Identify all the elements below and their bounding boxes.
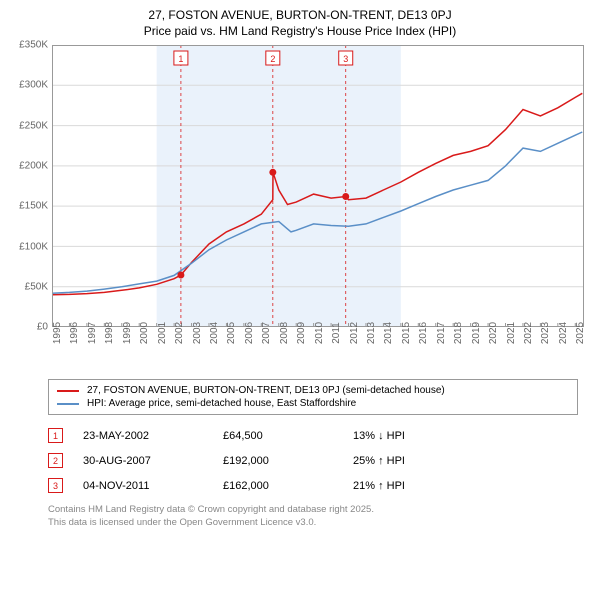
event-row: 1 23-MAY-2002 £64,500 13% ↓ HPI bbox=[48, 423, 590, 448]
plot-region: 1 2 3 bbox=[52, 45, 584, 327]
y-tick-label: £50K bbox=[25, 281, 48, 292]
legend-label: HPI: Average price, semi-detached house,… bbox=[87, 398, 356, 409]
svg-text:3: 3 bbox=[343, 54, 348, 64]
event-date: 04-NOV-2011 bbox=[83, 480, 203, 492]
title-line-1: 27, FOSTON AVENUE, BURTON-ON-TRENT, DE13… bbox=[10, 8, 590, 24]
event-price: £64,500 bbox=[223, 430, 333, 442]
event-price: £192,000 bbox=[223, 455, 333, 467]
svg-text:2: 2 bbox=[270, 54, 275, 64]
event-marker-box: 3 bbox=[48, 478, 63, 493]
y-tick-label: £350K bbox=[19, 40, 48, 51]
legend-swatch bbox=[57, 390, 79, 392]
y-tick-label: £200K bbox=[19, 161, 48, 172]
event-date: 23-MAY-2002 bbox=[83, 430, 203, 442]
y-tick-label: £250K bbox=[19, 120, 48, 131]
event-row: 3 04-NOV-2011 £162,000 21% ↑ HPI bbox=[48, 473, 590, 498]
x-tick-label: 2025 bbox=[575, 322, 600, 344]
y-tick-label: £100K bbox=[19, 241, 48, 252]
event-pct: 25% ↑ HPI bbox=[353, 455, 453, 467]
footnote: Contains HM Land Registry data © Crown c… bbox=[48, 504, 590, 529]
chart-title: 27, FOSTON AVENUE, BURTON-ON-TRENT, DE13… bbox=[10, 8, 590, 39]
y-tick-label: £300K bbox=[19, 80, 48, 91]
legend-item: 27, FOSTON AVENUE, BURTON-ON-TRENT, DE13… bbox=[57, 384, 569, 397]
plot-svg: 1 2 3 bbox=[52, 45, 584, 327]
event-row: 2 30-AUG-2007 £192,000 25% ↑ HPI bbox=[48, 448, 590, 473]
event-marker-box: 2 bbox=[48, 453, 63, 468]
event-marker-box: 1 bbox=[48, 428, 63, 443]
chart-container: 27, FOSTON AVENUE, BURTON-ON-TRENT, DE13… bbox=[0, 0, 600, 590]
legend: 27, FOSTON AVENUE, BURTON-ON-TRENT, DE13… bbox=[48, 379, 578, 415]
y-tick-label: £0 bbox=[37, 322, 48, 333]
y-tick-label: £150K bbox=[19, 201, 48, 212]
event-date: 30-AUG-2007 bbox=[83, 455, 203, 467]
event-price: £162,000 bbox=[223, 480, 333, 492]
chart-area: £0 £50K £100K £150K £200K £250K £300K £350K 1 2 3… bbox=[10, 43, 590, 373]
event-pct: 13% ↓ HPI bbox=[353, 430, 453, 442]
event-pct: 21% ↑ HPI bbox=[353, 480, 453, 492]
y-axis-labels: £0£50K£100K£150K£200K£250K£300K£350K bbox=[10, 45, 50, 327]
footnote-line-1: Contains HM Land Registry data © Crown c… bbox=[48, 504, 590, 516]
legend-label: 27, FOSTON AVENUE, BURTON-ON-TRENT, DE13… bbox=[87, 385, 445, 396]
svg-text:1: 1 bbox=[178, 54, 183, 64]
events-table: 1 23-MAY-2002 £64,500 13% ↓ HPI 2 30-AUG-2007… bbox=[48, 423, 590, 498]
legend-swatch bbox=[57, 403, 79, 405]
x-axis-labels: 1995199619971998199920002001200220032004… bbox=[52, 329, 584, 373]
legend-item: HPI: Average price, semi-detached house,… bbox=[57, 397, 569, 410]
footnote-line-2: This data is licensed under the Open Gov… bbox=[48, 517, 590, 529]
title-line-2: Price paid vs. HM Land Registry's House … bbox=[10, 24, 590, 40]
